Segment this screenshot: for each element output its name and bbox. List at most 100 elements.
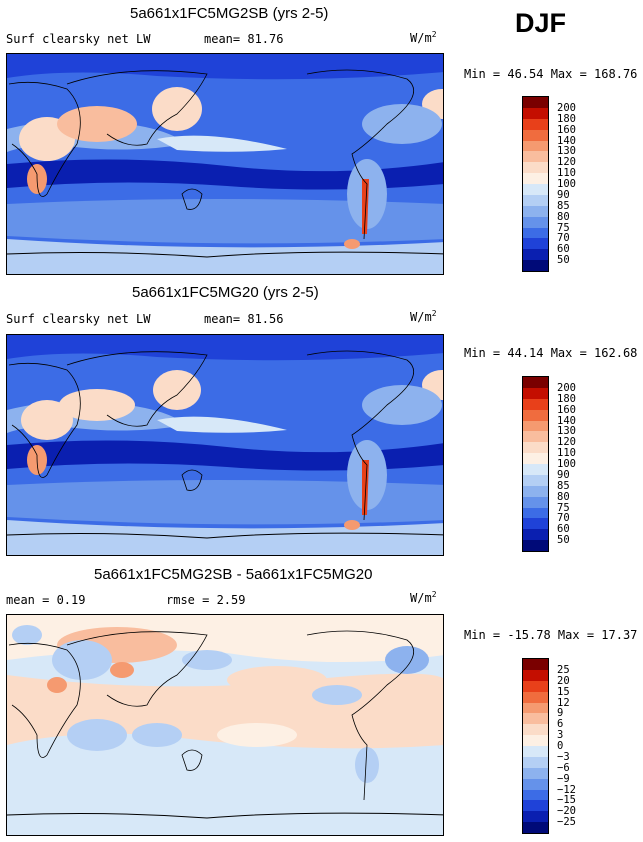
panel-3-colorbar xyxy=(522,658,549,834)
colorbar-swatch xyxy=(523,238,548,250)
colorbar-swatch xyxy=(523,194,548,206)
colorbar-swatch xyxy=(523,496,548,508)
colorbar-tick-label: −15 xyxy=(557,794,576,807)
colorbar-tick-label: 180 xyxy=(557,112,576,125)
colorbar-swatch xyxy=(523,659,548,670)
season-label: DJF xyxy=(515,8,567,38)
colorbar-tick-label: 12 xyxy=(557,696,570,709)
panel-2-minmax: Min = 44.14 Max = 162.68 xyxy=(464,346,638,360)
colorbar-tick-label: 200 xyxy=(557,381,576,394)
colorbar-swatch xyxy=(523,485,548,497)
panel-2-variable-label: Surf clearsky net LW xyxy=(6,312,151,326)
panel-1-variable-label: Surf clearsky net LW xyxy=(6,32,151,46)
colorbar-tick-label: 0 xyxy=(557,740,564,752)
colorbar-swatch xyxy=(523,680,548,692)
colorbar-tick-label: 140 xyxy=(557,414,576,427)
colorbar-tick-label: 75 xyxy=(557,501,570,514)
panel-2-colorbar xyxy=(522,376,549,552)
colorbar-tick-label: −20 xyxy=(557,805,576,818)
colorbar-tick-label: 160 xyxy=(557,123,576,136)
colorbar-swatch xyxy=(523,756,548,768)
colorbar-swatch xyxy=(523,398,548,410)
colorbar-tick-label: −3 xyxy=(557,750,570,763)
panel-3-title: 5a661x1FC5MG2SB - 5a661x1FC5MG20 xyxy=(94,566,373,583)
colorbar-swatch xyxy=(523,464,548,475)
colorbar-swatch xyxy=(523,442,548,454)
colorbar-swatch xyxy=(523,140,548,152)
colorbar-swatch xyxy=(523,129,548,141)
panel-1-mean: mean= 81.76 xyxy=(204,32,284,46)
panel-3-minmax: Min = -15.78 Max = 17.37 xyxy=(464,628,638,642)
colorbar-swatch xyxy=(523,377,548,388)
panel-3-units: W/m2 xyxy=(410,590,437,605)
colorbar-tick-label: 6 xyxy=(557,718,564,731)
colorbar-tick-label: 20 xyxy=(557,674,570,687)
panel-3-mean: mean = 0.19 xyxy=(6,593,86,607)
colorbar-swatch xyxy=(523,669,548,681)
colorbar-tick-label: 110 xyxy=(557,167,576,180)
colorbar-swatch xyxy=(523,746,548,757)
colorbar-tick-label: −9 xyxy=(557,772,570,785)
colorbar-tick-label: 60 xyxy=(557,523,570,536)
colorbar-tick-label: 120 xyxy=(557,156,576,169)
colorbar-tick-label: 50 xyxy=(557,254,570,267)
colorbar-swatch xyxy=(523,431,548,443)
colorbar-swatch xyxy=(523,453,548,464)
colorbar-swatch xyxy=(523,724,548,736)
colorbar-swatch xyxy=(523,713,548,725)
panel-2-mean: mean= 81.56 xyxy=(204,312,284,326)
colorbar-swatch xyxy=(523,789,548,801)
colorbar-tick-label: 15 xyxy=(557,685,570,698)
colorbar-swatch xyxy=(523,216,548,228)
panel-1-minmax: Min = 46.54 Max = 168.76 xyxy=(464,67,638,81)
colorbar-tick-label: 100 xyxy=(557,458,576,470)
colorbar-tick-label: 180 xyxy=(557,392,576,405)
colorbar-tick-label: 60 xyxy=(557,243,570,256)
colorbar-swatch xyxy=(523,822,548,833)
colorbar-tick-label: 75 xyxy=(557,221,570,234)
colorbar-tick-label: −12 xyxy=(557,783,576,796)
colorbar-tick-label: 200 xyxy=(557,101,576,114)
colorbar-tick-label: 70 xyxy=(557,512,570,525)
colorbar-swatch xyxy=(523,767,548,779)
colorbar-swatch xyxy=(523,260,548,271)
colorbar-swatch xyxy=(523,184,548,195)
panel-1-colorbar xyxy=(522,96,549,272)
colorbar-swatch xyxy=(523,540,548,551)
colorbar-tick-label: 85 xyxy=(557,479,570,492)
colorbar-swatch xyxy=(523,409,548,421)
panel-2-map xyxy=(6,334,444,556)
colorbar-swatch xyxy=(523,173,548,184)
panel-1-units: W/m2 xyxy=(410,30,437,45)
colorbar-swatch xyxy=(523,702,548,714)
colorbar-tick-label: 90 xyxy=(557,188,570,201)
colorbar-tick-label: 160 xyxy=(557,403,576,416)
colorbar-tick-label: 90 xyxy=(557,468,570,481)
colorbar-tick-label: 120 xyxy=(557,436,576,449)
colorbar-swatch xyxy=(523,387,548,399)
colorbar-tick-label: −6 xyxy=(557,761,570,774)
colorbar-tick-label: 80 xyxy=(557,490,570,503)
colorbar-tick-label: −25 xyxy=(557,816,576,829)
colorbar-swatch xyxy=(523,800,548,812)
colorbar-tick-label: 70 xyxy=(557,232,570,245)
colorbar-swatch xyxy=(523,507,548,519)
panel-1-title: 5a661x1FC5MG2SB (yrs 2-5) xyxy=(130,5,329,22)
colorbar-tick-label: 25 xyxy=(557,663,570,676)
colorbar-swatch xyxy=(523,151,548,163)
colorbar-swatch xyxy=(523,474,548,486)
colorbar-swatch xyxy=(523,118,548,130)
colorbar-tick-label: 140 xyxy=(557,134,576,147)
colorbar-swatch xyxy=(523,107,548,119)
colorbar-tick-label: 85 xyxy=(557,199,570,212)
colorbar-swatch xyxy=(523,97,548,108)
colorbar-swatch xyxy=(523,205,548,217)
colorbar-swatch xyxy=(523,249,548,261)
colorbar-swatch xyxy=(523,162,548,174)
panel-2-title: 5a661x1FC5MG20 (yrs 2-5) xyxy=(132,284,319,301)
colorbar-tick-label: 100 xyxy=(557,178,576,190)
colorbar-swatch xyxy=(523,420,548,432)
colorbar-swatch xyxy=(523,811,548,823)
colorbar-tick-label: 80 xyxy=(557,210,570,223)
colorbar-swatch xyxy=(523,735,548,746)
